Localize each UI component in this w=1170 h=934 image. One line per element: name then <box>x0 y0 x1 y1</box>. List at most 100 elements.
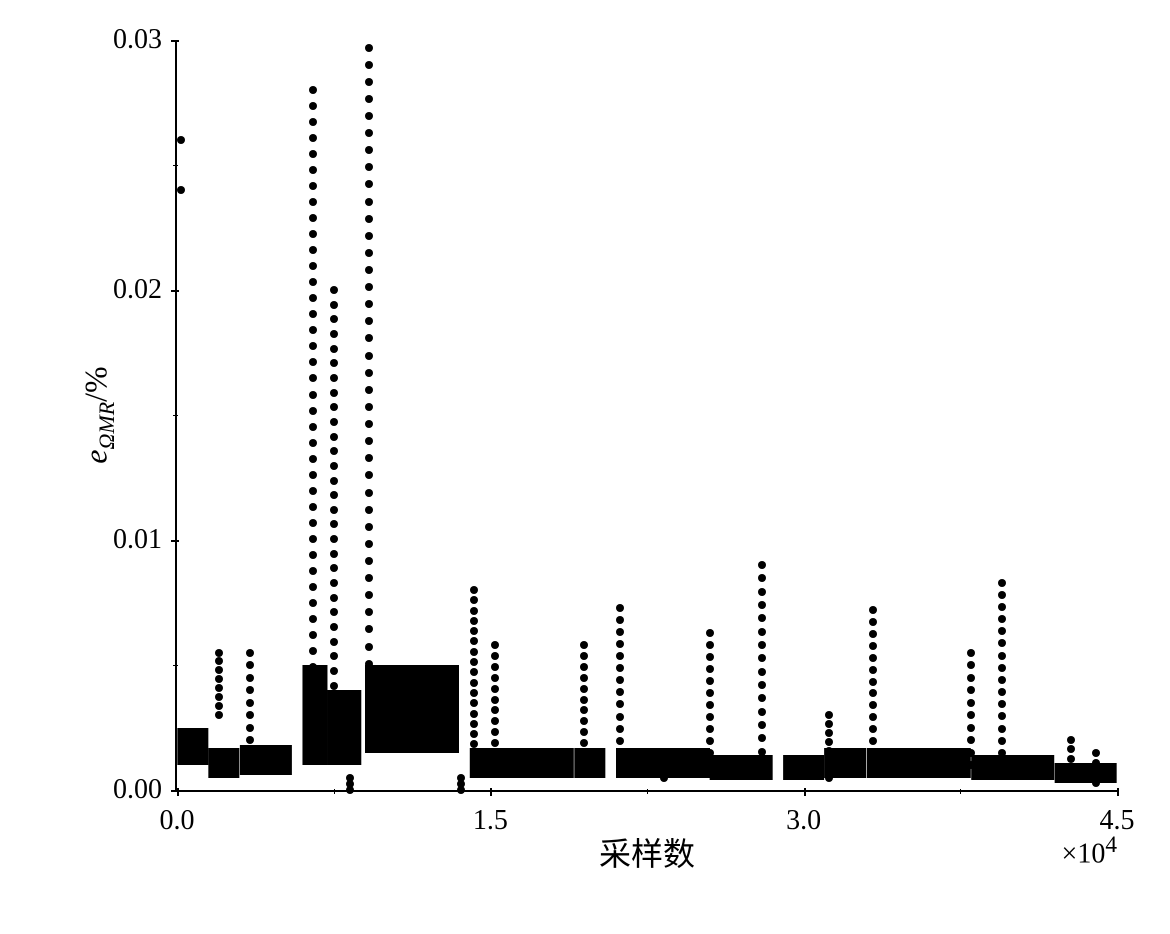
data-point <box>998 664 1006 672</box>
data-point <box>365 146 373 154</box>
y-tick-minor <box>173 415 178 416</box>
data-point <box>967 674 975 682</box>
data-point <box>616 700 624 708</box>
data-point <box>330 550 338 558</box>
plot-area: 采样数 ×104 0.000.010.020.030.01.53.04.5 <box>175 40 1117 792</box>
data-point <box>869 606 877 614</box>
data-point <box>365 129 373 137</box>
data-point <box>491 641 499 649</box>
data-point <box>215 675 223 683</box>
data-point <box>758 588 766 596</box>
data-point <box>706 713 714 721</box>
data-point <box>706 629 714 637</box>
data-point <box>330 696 338 704</box>
data-point <box>365 61 373 69</box>
data-point <box>365 540 373 548</box>
data-point <box>491 652 499 660</box>
data-point <box>365 420 373 428</box>
data-point <box>1092 779 1100 787</box>
data-point <box>616 628 624 636</box>
data-point <box>869 713 877 721</box>
data-point <box>998 676 1006 684</box>
data-point <box>330 652 338 660</box>
y-tick-label: 0.01 <box>113 524 162 556</box>
data-point <box>470 699 478 707</box>
data-point <box>470 627 478 635</box>
data-point <box>309 86 317 94</box>
data-point <box>998 737 1006 745</box>
data-point <box>758 628 766 636</box>
y-tick <box>171 290 179 292</box>
data-point <box>365 78 373 86</box>
data-point <box>246 661 254 669</box>
data-point <box>309 102 317 110</box>
data-point <box>215 684 223 692</box>
data-point <box>470 720 478 728</box>
data-point <box>580 717 588 725</box>
data-point <box>365 352 373 360</box>
data-point <box>660 774 668 782</box>
data-point <box>580 728 588 736</box>
data-point <box>246 686 254 694</box>
data-point <box>365 694 373 702</box>
data-point <box>660 765 668 773</box>
data-point <box>998 725 1006 733</box>
data-point <box>998 761 1006 769</box>
data-point <box>967 649 975 657</box>
data-point <box>706 701 714 709</box>
data-point <box>706 725 714 733</box>
data-point <box>365 557 373 565</box>
data-point <box>998 652 1006 660</box>
data-point <box>309 695 317 703</box>
data-point <box>616 652 624 660</box>
data-point <box>967 724 975 732</box>
data-point <box>491 739 499 747</box>
data-point <box>967 661 975 669</box>
data-point <box>758 681 766 689</box>
data-point <box>998 749 1006 757</box>
data-point <box>580 739 588 747</box>
data-point <box>246 674 254 682</box>
data-point <box>998 627 1006 635</box>
data-point <box>580 696 588 704</box>
data-point <box>309 198 317 206</box>
data-point <box>330 667 338 675</box>
data-point <box>470 617 478 625</box>
data-point <box>869 654 877 662</box>
data-point <box>758 641 766 649</box>
data-point <box>758 694 766 702</box>
data-point <box>309 647 317 655</box>
data-point <box>616 604 624 612</box>
data-point <box>470 637 478 645</box>
data-point <box>1092 769 1100 777</box>
data-point <box>1092 759 1100 767</box>
y-tick <box>171 40 179 42</box>
data-point <box>309 407 317 415</box>
data-point <box>309 391 317 399</box>
data-point <box>998 579 1006 587</box>
data-point <box>330 623 338 631</box>
data-point <box>825 765 833 773</box>
data-point <box>309 551 317 559</box>
data-point <box>365 386 373 394</box>
data-point <box>330 711 338 719</box>
data-point <box>825 774 833 782</box>
data-point <box>491 728 499 736</box>
data-point <box>309 214 317 222</box>
data-point <box>309 342 317 350</box>
data-point <box>470 648 478 656</box>
x-tick-label: 1.5 <box>473 805 508 837</box>
data-point <box>998 712 1006 720</box>
baseline-band <box>208 748 239 778</box>
x-tick <box>1117 788 1119 796</box>
data-point <box>470 710 478 718</box>
data-point <box>825 720 833 728</box>
data-point <box>470 751 478 759</box>
data-point <box>177 136 185 144</box>
data-point <box>825 738 833 746</box>
data-point <box>869 761 877 769</box>
x-tick-label: 4.5 <box>1100 805 1135 837</box>
data-point <box>330 579 338 587</box>
data-point <box>1067 755 1075 763</box>
data-point <box>365 625 373 633</box>
